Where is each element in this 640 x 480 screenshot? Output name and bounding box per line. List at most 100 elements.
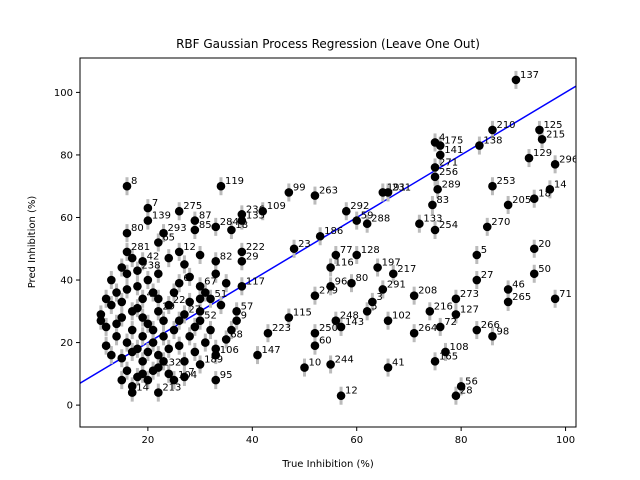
data-point-label: 279	[319, 286, 338, 297]
data-point	[488, 125, 497, 135]
data-point-label: 12	[183, 242, 196, 253]
data-point-label: 253	[496, 176, 515, 187]
data-point	[503, 285, 513, 294]
data-point-label: 263	[319, 186, 338, 197]
data-point	[174, 341, 184, 350]
data-point	[117, 297, 127, 307]
data-point	[237, 247, 247, 257]
data-point	[529, 269, 539, 279]
data-point-label: 23	[298, 239, 311, 250]
x-tick-label: 60	[350, 435, 363, 446]
data-point	[310, 341, 320, 350]
data-point	[545, 185, 555, 194]
data-point	[352, 250, 362, 260]
x-axis-title: True Inhibition (%)	[281, 459, 374, 470]
data-point-label: 264	[418, 323, 437, 334]
data-point	[451, 391, 461, 401]
data-point	[529, 194, 539, 204]
data-point-label: 56	[465, 376, 478, 387]
data-point	[456, 382, 466, 391]
data-point	[529, 244, 539, 254]
data-point-label: 102	[392, 311, 411, 322]
data-point	[524, 153, 534, 163]
data-point	[164, 369, 174, 379]
data-point	[143, 319, 153, 329]
data-point	[122, 338, 132, 347]
data-point-label: 7	[152, 198, 158, 209]
plot-frame	[79, 57, 577, 428]
data-point-label: 80	[355, 273, 368, 284]
data-point	[550, 294, 560, 304]
data-point	[511, 75, 521, 85]
data-point-label: 293	[168, 223, 187, 234]
data-point	[195, 360, 205, 369]
data-point	[258, 206, 268, 216]
data-point	[336, 322, 346, 332]
data-point-label: 41	[392, 358, 405, 369]
data-point	[117, 313, 127, 322]
data-point-label: 5	[481, 245, 487, 256]
data-point	[409, 328, 419, 338]
data-point	[112, 288, 121, 297]
data-point-label: 42	[147, 251, 160, 262]
y-tick-label: 80	[60, 150, 73, 161]
data-point-label: 20	[538, 239, 551, 250]
data-point	[190, 225, 200, 235]
data-point-label: 18	[538, 189, 551, 200]
data-point	[216, 181, 226, 191]
data-point	[195, 316, 205, 325]
data-point	[211, 344, 221, 354]
data-point-label: 82	[220, 251, 233, 262]
data-point-label: 18	[235, 220, 248, 231]
data-point	[206, 294, 215, 304]
data-point-label: 65	[162, 233, 175, 244]
data-point	[180, 260, 189, 269]
data-point-label: 256	[439, 167, 458, 178]
data-point	[341, 206, 351, 216]
data-point-label: 8	[131, 176, 137, 187]
data-point	[435, 141, 445, 150]
data-point-label: 271	[439, 157, 458, 168]
data-point-label: 125	[543, 120, 562, 131]
data-point-label: 222	[246, 242, 265, 253]
data-point-label: 165	[439, 351, 458, 362]
data-point-label: 60	[319, 336, 332, 347]
data-point-label: 266	[481, 320, 500, 331]
data-point-label: 127	[460, 304, 479, 315]
data-point	[154, 388, 163, 397]
data-point-label: 85	[199, 220, 212, 231]
data-point-label: 106	[220, 345, 239, 356]
data-point	[112, 319, 121, 329]
data-point	[336, 391, 346, 401]
data-point	[211, 269, 221, 279]
x-tick-label: 40	[246, 435, 259, 446]
data-point-label: 191	[387, 182, 406, 193]
data-point	[195, 306, 205, 316]
data-point-label: 270	[491, 217, 510, 228]
data-point-label: 216	[434, 301, 453, 312]
data-point	[174, 316, 184, 325]
data-point-label: 9	[241, 311, 247, 322]
data-point	[154, 306, 163, 316]
data-point-label: 296	[559, 154, 578, 165]
data-point-label: 98	[496, 326, 509, 337]
data-point	[326, 360, 335, 369]
data-point	[388, 269, 398, 279]
data-point	[190, 322, 200, 332]
data-point	[107, 350, 116, 360]
data-point	[211, 375, 221, 385]
data-point	[362, 219, 372, 229]
data-point	[159, 332, 168, 341]
data-point-label: 197	[382, 258, 401, 269]
data-point	[159, 316, 168, 325]
data-point	[211, 222, 221, 232]
data-point	[96, 316, 106, 325]
data-point	[107, 300, 116, 310]
data-point	[138, 313, 147, 322]
data-point-label: 236	[246, 204, 265, 215]
data-point	[315, 231, 325, 241]
y-axis: 0 20 40 60 80 100	[54, 88, 80, 412]
data-point-label: 68	[230, 329, 243, 340]
data-point-label: 284	[220, 217, 239, 228]
data-point-label: 57	[241, 301, 254, 312]
